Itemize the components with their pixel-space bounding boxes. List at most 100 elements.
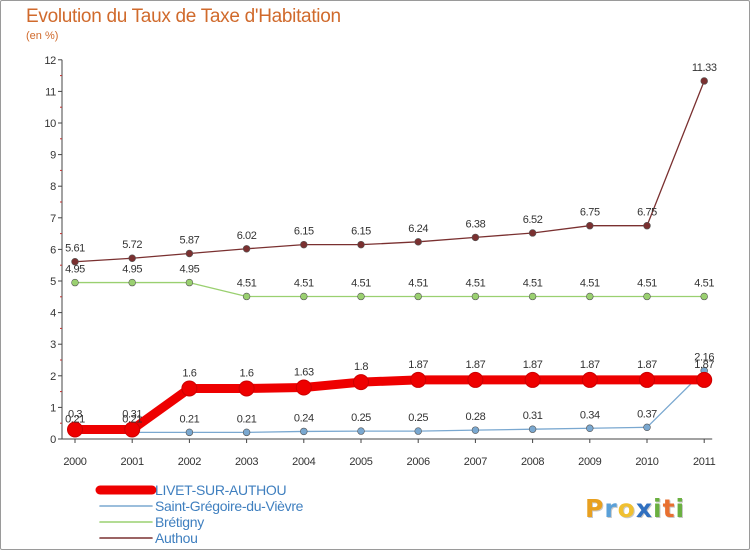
series-points	[67, 77, 713, 438]
data-label: 0.21	[237, 413, 257, 425]
data-label: 4.51	[351, 277, 371, 289]
data-label: 4.95	[65, 264, 85, 276]
data-label: 6.75	[637, 207, 657, 219]
data-label: 5.72	[122, 239, 142, 251]
data-point	[181, 380, 198, 397]
data-point	[238, 380, 255, 397]
data-label: 0.3	[68, 409, 82, 421]
data-label: 5.87	[179, 235, 199, 247]
data-point	[295, 379, 312, 396]
series-line	[74, 281, 705, 298]
data-label: 1.87	[637, 359, 657, 371]
data-point	[242, 292, 251, 301]
data-point	[471, 233, 480, 242]
data-label: 6.15	[294, 226, 314, 238]
data-point	[586, 424, 594, 432]
y-tick-label: 4	[50, 308, 56, 320]
y-tick-label: 2	[50, 371, 56, 383]
data-point	[185, 249, 194, 258]
data-point	[357, 292, 365, 301]
data-label: 4.51	[523, 277, 543, 289]
logo-letter: r	[604, 494, 618, 523]
data-label: 6.52	[523, 214, 543, 226]
data-point	[467, 371, 484, 388]
data-point	[700, 292, 708, 301]
data-label: 1.87	[523, 359, 543, 371]
x-tick-label: 2001	[121, 456, 144, 468]
data-label: 0.24	[294, 412, 314, 424]
logo-letter: i	[653, 494, 663, 523]
series-labels: 0.3 0.31 1.6 1.6 1.63 1.8 1.87 1.87 1.87 1.87 1.87…	[65, 62, 717, 425]
x-tick-label: 2009	[578, 456, 601, 468]
data-label: 1.87	[694, 359, 714, 371]
data-label: 0.25	[408, 412, 428, 424]
x-tick-label: 2003	[235, 456, 258, 468]
proxiti-logo[interactable]: Proxiti	[585, 494, 685, 523]
data-label: 11.33	[692, 62, 717, 74]
y-tick-label: 6	[50, 244, 56, 256]
data-point	[581, 371, 598, 388]
data-point	[471, 292, 480, 301]
y-tick-label: 9	[50, 150, 56, 162]
data-point	[643, 423, 651, 432]
x-tick-label: 2002	[178, 456, 201, 468]
data-point	[524, 371, 541, 388]
data-label: 4.51	[694, 277, 714, 289]
data-point	[639, 371, 655, 388]
data-label: 6.38	[465, 218, 485, 230]
series-line	[74, 370, 705, 434]
series-line	[74, 80, 705, 263]
y-tick-label: 7	[50, 213, 56, 225]
data-label: 4.51	[294, 277, 314, 289]
data-point	[300, 292, 308, 301]
logo-letter: o	[617, 494, 636, 523]
data-point	[67, 421, 83, 438]
data-point	[414, 427, 422, 435]
data-point	[185, 278, 194, 287]
data-label: 6.24	[408, 223, 428, 235]
x-tick-label: 2008	[521, 456, 544, 468]
y-tick-label: 12	[44, 55, 56, 67]
data-point	[71, 278, 79, 287]
data-point	[414, 292, 422, 301]
data-label: 4.51	[237, 277, 257, 289]
x-tick-label: 2004	[292, 456, 315, 468]
series-lines	[70, 80, 709, 435]
data-label: 0.37	[637, 408, 657, 420]
data-label: 1.87	[465, 359, 485, 371]
data-point	[124, 421, 141, 438]
logo-letter: P	[585, 494, 605, 523]
data-point	[242, 245, 251, 253]
logo-letter: x	[635, 494, 653, 523]
y-tick-label: 10	[44, 118, 56, 130]
data-point	[353, 374, 369, 391]
data-label: 1.87	[580, 359, 600, 371]
legend-label: Authou	[155, 530, 198, 546]
data-point	[643, 222, 651, 230]
data-label: 0.31	[122, 409, 142, 421]
data-point	[242, 428, 251, 437]
data-point	[300, 427, 308, 436]
data-point	[586, 292, 594, 301]
data-label: 1.6	[240, 367, 254, 379]
data-label: 1.63	[294, 366, 314, 378]
y-tick-label: 0	[50, 434, 56, 446]
data-point	[643, 292, 651, 301]
x-tick-label: 2006	[407, 456, 430, 468]
x-tick-label: 2007	[464, 456, 487, 468]
y-tick-label: 5	[50, 276, 56, 288]
data-label: 2.16	[694, 352, 714, 364]
data-label: 6.02	[237, 230, 257, 242]
y-tick-label: 1	[50, 402, 56, 414]
legend-label: LIVET-SUR-AUTHOU	[155, 482, 287, 498]
data-label: 4.51	[580, 277, 600, 289]
data-point	[128, 254, 136, 262]
data-label: 6.75	[580, 207, 600, 219]
data-point	[696, 371, 713, 388]
data-label: 4.51	[465, 277, 485, 289]
y-tick-label: 8	[50, 181, 56, 193]
data-label: 4.95	[122, 264, 142, 276]
data-point	[71, 258, 79, 266]
